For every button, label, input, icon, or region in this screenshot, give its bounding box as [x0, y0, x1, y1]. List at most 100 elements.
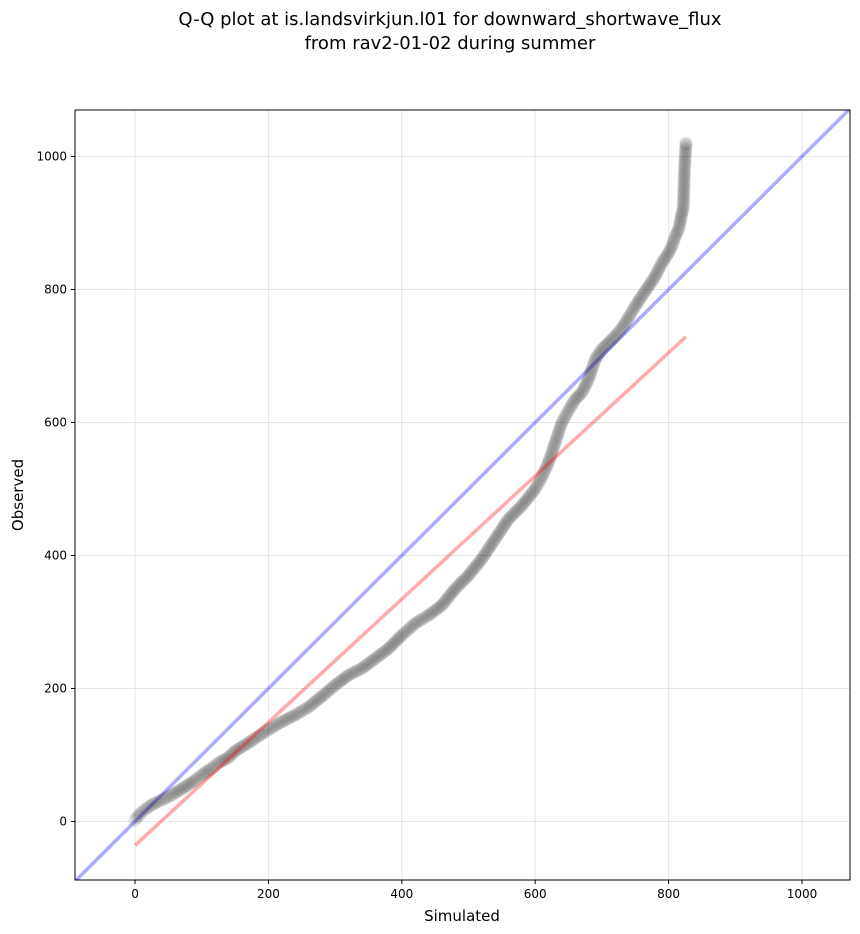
quantile-point	[301, 700, 315, 714]
quantile-point	[174, 782, 188, 796]
quantile-point	[332, 675, 346, 689]
quantile-point	[667, 232, 681, 246]
quantile-point	[391, 632, 405, 646]
quantile-point	[538, 463, 552, 477]
quantile-point	[488, 532, 502, 546]
quantile-point	[469, 559, 483, 573]
quantile-point	[616, 319, 630, 333]
quantile-point	[164, 789, 178, 803]
quantile-point	[419, 610, 433, 624]
quantile-point	[677, 179, 691, 193]
quantile-point	[462, 568, 476, 582]
quantile-point	[560, 406, 574, 420]
quantile-point	[500, 514, 514, 528]
quantile-point	[678, 152, 692, 166]
quantile-point	[679, 136, 693, 150]
quantile-point	[330, 677, 344, 691]
quantile-point	[180, 779, 194, 793]
quantile-point	[408, 616, 422, 630]
plot-area-frame	[74, 109, 851, 881]
quantile-point	[334, 674, 348, 688]
quantile-point	[676, 204, 690, 218]
quantile-point	[539, 460, 553, 474]
quantile-point	[246, 733, 260, 747]
quantile-point	[230, 743, 244, 757]
quantile-point	[425, 606, 439, 620]
quantile-point	[297, 703, 311, 717]
y-tick-label: 1000	[36, 150, 67, 164]
quantile-point	[676, 201, 690, 215]
quantile-point	[166, 787, 180, 801]
quantile-point	[677, 177, 691, 191]
quantile-point	[675, 206, 689, 220]
quantile-point	[676, 196, 690, 210]
quantile-point	[635, 289, 649, 303]
quantile-point	[592, 346, 606, 360]
quantile-point	[587, 355, 601, 369]
quantile-point	[603, 334, 617, 348]
quantile-point	[436, 597, 450, 611]
quantile-point	[128, 813, 142, 827]
quantile-point	[221, 751, 235, 765]
quantile-point	[438, 595, 452, 609]
quantile-point	[399, 625, 413, 639]
quantile-point	[535, 470, 549, 484]
quantile-point	[344, 667, 358, 681]
quantile-point	[676, 199, 690, 213]
quantile-point	[305, 697, 319, 711]
chart-title-line-2: from rav2-01-02 during summer	[304, 33, 596, 54]
quantile-point	[542, 455, 556, 469]
quantile-point	[676, 194, 690, 208]
quantile-point	[638, 285, 652, 299]
quantile-point	[563, 401, 577, 415]
quantile-point	[340, 670, 354, 684]
quantile-point	[209, 758, 223, 772]
quantile-point	[299, 701, 313, 715]
fit-line	[133, 335, 688, 847]
quantile-point	[322, 683, 336, 697]
quantile-point	[678, 162, 692, 176]
quantile-point	[168, 786, 182, 800]
quantile-point	[579, 377, 593, 391]
quantile-point	[624, 306, 638, 320]
quantile-point	[644, 275, 658, 289]
quantile-point	[545, 445, 559, 459]
quantile-point	[328, 678, 342, 692]
quantile-point	[240, 737, 254, 751]
quantile-point	[492, 526, 506, 540]
quantile-point	[677, 167, 691, 181]
quantile-point	[366, 653, 380, 667]
quantile-point	[402, 621, 416, 635]
quantile-point	[133, 807, 147, 821]
quantile-point	[284, 710, 298, 724]
quantile-point	[483, 540, 497, 554]
quantile-point	[547, 440, 561, 454]
quantile-point	[590, 350, 604, 364]
quantile-point	[320, 685, 334, 699]
quantile-point	[324, 681, 338, 695]
quantile-point	[674, 213, 688, 227]
quantile-point	[303, 699, 317, 713]
quantile-point	[660, 248, 674, 262]
quantile-point	[435, 598, 449, 612]
quantile-point	[232, 742, 246, 756]
quantile-point	[664, 242, 678, 256]
quantile-point	[531, 477, 545, 491]
quantile-point	[652, 263, 666, 277]
y-tick-label: 800	[44, 283, 67, 297]
quantile-point	[130, 810, 144, 824]
quantile-point	[677, 164, 691, 178]
quantile-point	[619, 315, 633, 329]
quantile-point	[362, 656, 376, 670]
quantile-point	[605, 332, 619, 346]
quantile-point	[253, 728, 267, 742]
quantile-point	[136, 805, 150, 819]
quantile-point	[439, 593, 453, 607]
x-tick-label: 200	[257, 887, 280, 901]
quantile-point	[490, 530, 504, 544]
quantile-point	[674, 208, 688, 222]
quantile-point	[678, 145, 692, 159]
quantile-point	[552, 425, 566, 439]
quantile-point	[679, 140, 693, 154]
quantile-point	[482, 542, 496, 556]
